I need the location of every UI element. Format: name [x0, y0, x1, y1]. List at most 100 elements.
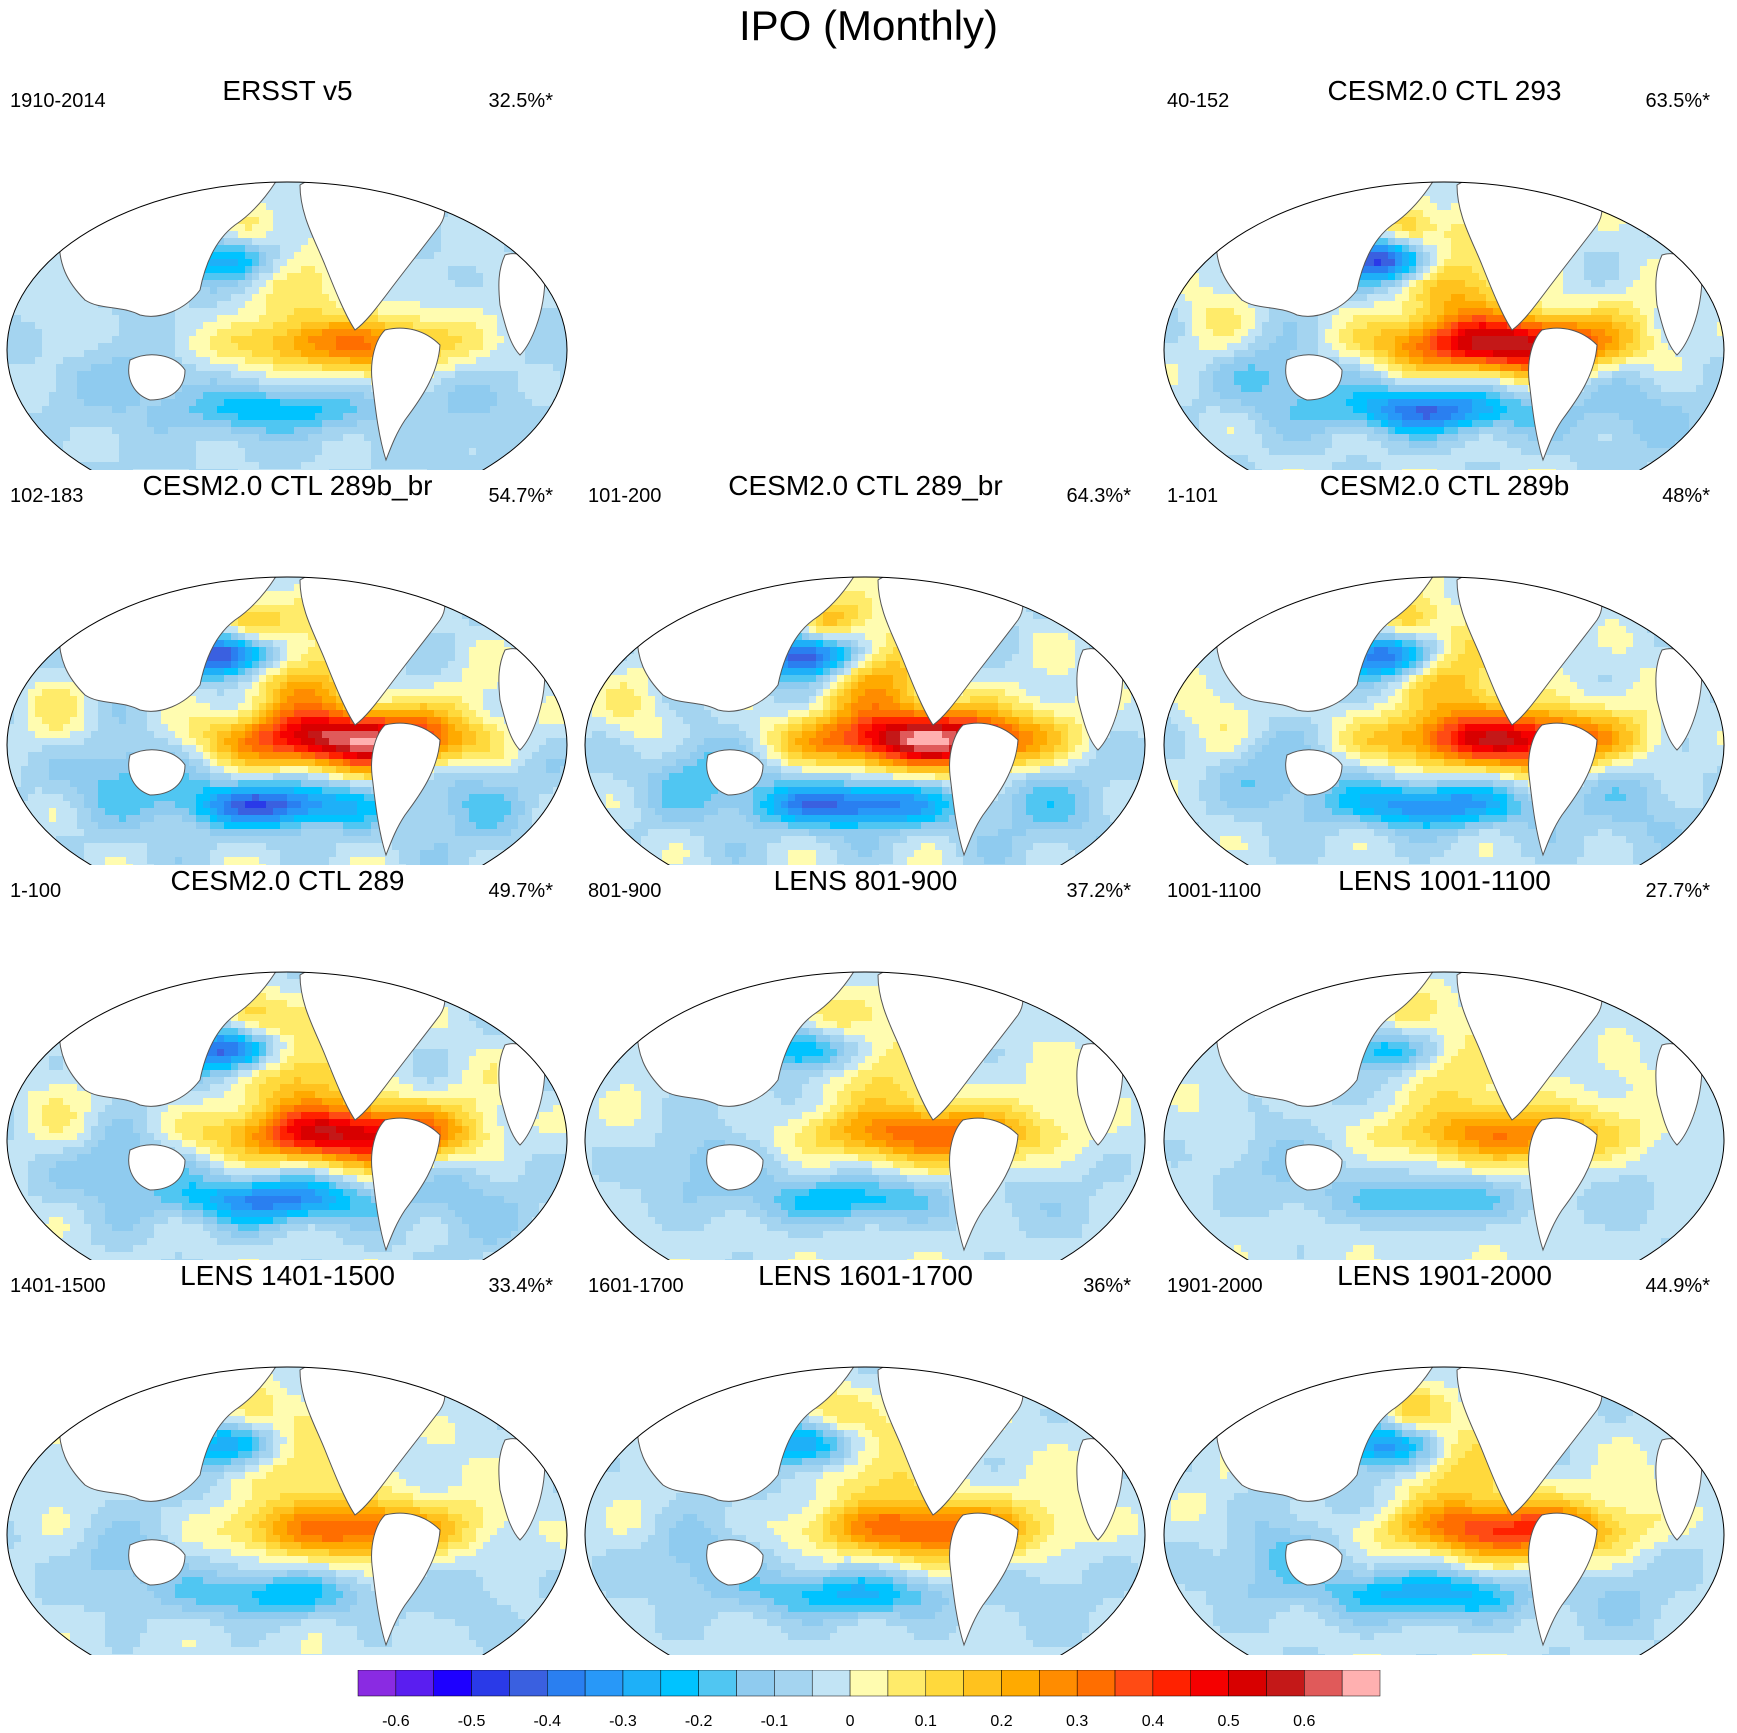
colorbar-swatch: [1190, 1670, 1229, 1697]
colorbar-swatch: [736, 1670, 775, 1697]
colorbar-swatch: [1304, 1670, 1343, 1697]
colorbar-tick-label: -0.5: [458, 1713, 486, 1730]
figure-title: IPO (Monthly): [0, 2, 1737, 50]
panel-title: CESM2.0 CTL 289: [0, 865, 575, 897]
colorbar-tick-label: 0.6: [1293, 1713, 1315, 1730]
land-mask: [58, 182, 546, 462]
panel-variance-pct: 54.7%*: [489, 485, 554, 508]
panel-period: 801-900: [588, 880, 661, 903]
sst-field: [1164, 972, 1724, 1260]
sst-regression-map: [584, 971, 1146, 1260]
map-panel: ERSST v5 1910-2014 32.5%*: [0, 75, 575, 470]
colorbar-swatch: [547, 1670, 586, 1697]
sst-regression-map: [6, 1366, 568, 1655]
land-mask: [1215, 972, 1703, 1252]
sst-regression-map: [6, 971, 568, 1260]
panel-period: 1901-2000: [1167, 1275, 1263, 1298]
panel-period: 1-101: [1167, 485, 1218, 508]
colorbar: -0.6 -0.5 -0.4 -0.3 -0.2 -0.1 0 0.1 0.2 0.3 0.4 0.5…: [357, 1670, 1381, 1730]
colorbar-swatch: [509, 1670, 548, 1697]
panel-variance-pct: 49.7%*: [489, 880, 554, 903]
map-panel: CESM2.0 CTL 289b_br 102-183 54.7%*: [0, 470, 575, 865]
map-panel: LENS 1901-2000 1901-2000 44.9%*: [1157, 1260, 1732, 1655]
panel-variance-pct: 64.3%*: [1067, 485, 1132, 508]
sst-field: [7, 1367, 567, 1655]
map-panel: CESM2.0 CTL 293 40-152 63.5%*: [1157, 75, 1732, 470]
colorbar-swatch: [925, 1670, 964, 1697]
map-border: [6, 576, 568, 865]
panel-title: LENS 1601-1700: [578, 1260, 1153, 1292]
sst-regression-map: [6, 181, 568, 470]
map-border: [1163, 576, 1725, 865]
colorbar-swatch: [660, 1670, 699, 1697]
sst-field: [585, 1367, 1145, 1655]
panel-period: 40-152: [1167, 90, 1229, 113]
colorbar-swatch: [1076, 1670, 1116, 1697]
colorbar-tick-label: 0.1: [915, 1713, 937, 1730]
sst-field: [7, 972, 567, 1260]
sst-field: [585, 577, 1145, 865]
colorbar-tick-label: 0.5: [1217, 1713, 1239, 1730]
panel-variance-pct: 32.5%*: [489, 90, 554, 113]
panel-title: LENS 801-900: [578, 865, 1153, 897]
panel-period: 101-200: [588, 485, 661, 508]
map-border: [584, 1366, 1146, 1655]
sst-field: [7, 182, 567, 470]
colorbar-swatch: [774, 1670, 813, 1697]
map-panel: LENS 1401-1500 1401-1500 33.4%*: [0, 1260, 575, 1655]
colorbar-swatch: [1114, 1670, 1154, 1697]
colorbar-swatch: [1152, 1670, 1191, 1697]
colorbar-tick-label: -0.6: [382, 1713, 410, 1730]
land-mask: [1215, 1367, 1703, 1647]
map-panel: CESM2.0 CTL 289b 1-101 48%*: [1157, 470, 1732, 865]
sst-field: [1164, 577, 1724, 865]
panel-variance-pct: 48%*: [1662, 485, 1710, 508]
panel-variance-pct: 37.2%*: [1067, 880, 1132, 903]
panel-period: 1401-1500: [10, 1275, 106, 1298]
colorbar-swatch: [1228, 1670, 1267, 1697]
panel-title: ERSST v5: [0, 75, 575, 107]
colorbar-tick-label: 0.3: [1066, 1713, 1088, 1730]
map-border: [584, 971, 1146, 1260]
map-border: [6, 181, 568, 470]
panel-title: CESM2.0 CTL 293: [1157, 75, 1732, 107]
colorbar-swatch: [849, 1670, 889, 1697]
colorbar-swatch: [471, 1670, 510, 1697]
panel-title: LENS 1901-2000: [1157, 1260, 1732, 1292]
colorbar-tick-label: 0.4: [1142, 1713, 1164, 1730]
sst-regression-map: [1163, 576, 1725, 865]
colorbar-swatch: [1001, 1670, 1040, 1697]
sst-regression-map: [1163, 181, 1725, 470]
colorbar-tick-label: -0.4: [533, 1713, 561, 1730]
colorbar-tick-label: 0.2: [990, 1713, 1012, 1730]
panel-variance-pct: 27.7%*: [1646, 880, 1711, 903]
colorbar-swatch: [584, 1670, 624, 1697]
map-border: [1163, 971, 1725, 1260]
panel-period: 1601-1700: [588, 1275, 684, 1298]
sst-regression-map: [584, 1366, 1146, 1655]
panel-variance-pct: 33.4%*: [489, 1275, 554, 1298]
sst-field: [585, 972, 1145, 1260]
sst-regression-map: [584, 576, 1146, 865]
sst-field: [1164, 1367, 1724, 1655]
panel-title: LENS 1401-1500: [0, 1260, 575, 1292]
colorbar-swatch: [433, 1670, 472, 1697]
map-border: [6, 971, 568, 1260]
colorbar-swatch: [1039, 1670, 1078, 1697]
map-border: [6, 1366, 568, 1655]
colorbar-swatch: [963, 1670, 1002, 1697]
panel-title: CESM2.0 CTL 289b: [1157, 470, 1732, 502]
panel-variance-pct: 36%*: [1083, 1275, 1131, 1298]
colorbar-swatch: [811, 1670, 851, 1697]
map-panel: CESM2.0 CTL 289_br 101-200 64.3%*: [578, 470, 1153, 865]
panel-variance-pct: 63.5%*: [1646, 90, 1711, 113]
colorbar-swatch: [1266, 1670, 1305, 1697]
map-border: [1163, 1366, 1725, 1655]
colorbar-swatch: [395, 1670, 434, 1697]
map-panel: LENS 801-900 801-900 37.2%*: [578, 865, 1153, 1260]
panel-variance-pct: 44.9%*: [1646, 1275, 1711, 1298]
map-panel: CESM2.0 CTL 289 1-100 49.7%*: [0, 865, 575, 1260]
colorbar-tick-label: -0.2: [685, 1713, 713, 1730]
panel-title: LENS 1001-1100: [1157, 865, 1732, 897]
panel-title: CESM2.0 CTL 289b_br: [0, 470, 575, 502]
